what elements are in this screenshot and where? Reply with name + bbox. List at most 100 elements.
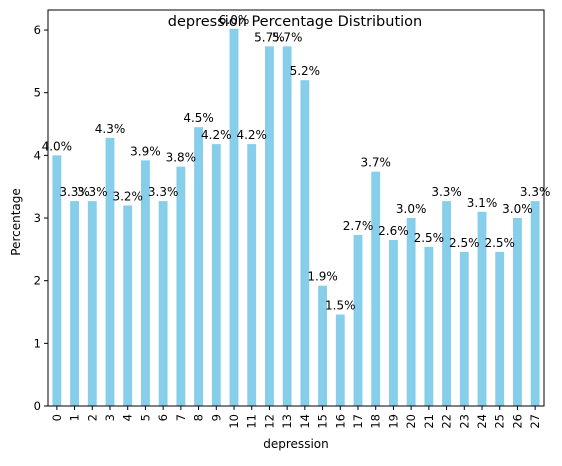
bar-5	[141, 160, 150, 406]
bars	[52, 28, 540, 407]
data-label-18: 3.7%	[360, 156, 391, 170]
bar-13	[282, 46, 292, 407]
plot-frame	[47, 9, 545, 407]
y-tick-label-1: 1	[34, 336, 41, 350]
bar-19	[389, 239, 398, 406]
data-label-7: 3.8%	[166, 151, 197, 165]
x-axis-label: depression	[263, 437, 328, 451]
bar-6	[158, 201, 168, 406]
y-tick-label-3: 3	[34, 211, 41, 225]
bar-8	[194, 127, 203, 406]
y-tick-label-5: 5	[34, 86, 41, 100]
data-label-22: 3.3%	[431, 185, 462, 199]
bar-1	[70, 201, 79, 406]
data-label-8: 4.5%	[183, 111, 214, 125]
y-tick-label-4: 4	[34, 148, 41, 162]
bar-23	[459, 251, 469, 406]
chart-title: depression Percentage Distribution	[168, 14, 422, 30]
y-tick-label-0: 0	[34, 399, 41, 413]
data-label-1: 3.3%	[59, 185, 90, 199]
bar-18	[371, 171, 381, 406]
y-axis-ticks: 0 1 2 3 4 5 6	[34, 23, 48, 413]
bar-17	[353, 234, 363, 406]
data-label-15: 1.9%	[307, 270, 338, 284]
bar-0	[52, 155, 62, 406]
data-label-10: 6.0%	[219, 13, 250, 27]
x-tick-label-18: 18	[369, 414, 383, 429]
data-label-19: 2.6%	[378, 224, 409, 238]
bar-22	[442, 201, 451, 406]
data-label-11: 4.2%	[236, 128, 267, 142]
data-label-14: 5.2%	[290, 64, 321, 78]
x-tick-label-11: 11	[245, 414, 259, 429]
data-label-24: 3.1%	[467, 196, 498, 210]
bar-25	[495, 251, 505, 406]
x-tick-label-9: 9	[209, 414, 223, 421]
data-labels: 4.0%3.3%3.3%4.3%3.2%3.9%3.3%3.8%4.5%4.2%…	[42, 13, 551, 313]
x-tick-label-25: 25	[493, 414, 507, 429]
data-label-23: 2.5%	[449, 236, 480, 250]
x-tick-label-12: 12	[262, 414, 276, 429]
data-label-3: 4.3%	[95, 122, 126, 136]
data-label-2: 3.3%	[77, 185, 108, 199]
bar-2	[87, 201, 97, 406]
bar-10	[229, 28, 239, 407]
data-label-20: 3.0%	[396, 202, 427, 216]
bar-3	[105, 137, 115, 406]
data-label-25: 2.5%	[484, 236, 515, 250]
data-label-12: 5.7%	[254, 30, 285, 44]
bar-16	[335, 314, 345, 406]
x-tick-label-21: 21	[422, 414, 436, 429]
bar-26	[513, 218, 522, 406]
data-label-9: 4.2%	[201, 128, 232, 142]
x-tick-label-4: 4	[121, 414, 135, 421]
bar-24	[477, 211, 487, 406]
bar-21	[424, 246, 434, 406]
x-tick-label-1: 1	[68, 414, 82, 421]
x-tick-label-19: 19	[386, 414, 400, 429]
data-label-27: 3.3%	[520, 185, 551, 199]
x-tick-label-8: 8	[192, 414, 206, 421]
x-tick-label-13: 13	[280, 414, 294, 429]
x-tick-label-26: 26	[510, 414, 524, 429]
bar-15	[318, 285, 327, 406]
data-label-4: 3.2%	[112, 189, 143, 203]
x-tick-label-17: 17	[351, 414, 365, 429]
data-label-26: 3.0%	[502, 202, 533, 216]
x-tick-label-2: 2	[85, 414, 99, 421]
x-tick-label-10: 10	[227, 414, 241, 429]
x-tick-label-5: 5	[138, 414, 152, 421]
data-label-16: 1.5%	[325, 299, 356, 313]
x-tick-label-6: 6	[156, 414, 170, 421]
bar-14	[300, 80, 310, 406]
x-tick-label-15: 15	[316, 414, 330, 429]
x-tick-label-14: 14	[298, 414, 312, 429]
bar-27	[530, 201, 540, 406]
y-tick-label-2: 2	[34, 274, 41, 288]
x-tick-label-0: 0	[50, 414, 64, 421]
x-tick-label-16: 16	[333, 414, 347, 429]
x-tick-label-22: 22	[440, 414, 454, 429]
bar-12	[265, 46, 274, 407]
bar-11	[247, 144, 257, 406]
data-label-5: 3.9%	[130, 144, 161, 158]
y-tick-label-6: 6	[34, 23, 41, 37]
x-tick-label-24: 24	[475, 414, 489, 429]
data-label-6: 3.3%	[148, 185, 179, 199]
bar-7	[176, 166, 186, 406]
x-tick-label-3: 3	[103, 414, 117, 421]
data-label-21: 2.5%	[414, 231, 445, 245]
x-tick-label-27: 27	[528, 414, 542, 429]
bar-9	[211, 144, 221, 406]
bar-4	[123, 205, 133, 406]
x-tick-label-7: 7	[174, 414, 188, 421]
x-tick-label-20: 20	[404, 414, 418, 429]
data-label-0: 4.0%	[42, 139, 73, 153]
bar-20	[406, 218, 416, 406]
y-axis-label: Percentage	[9, 188, 23, 256]
x-tick-label-23: 23	[457, 414, 471, 429]
data-label-13: 5.7%	[272, 30, 303, 44]
x-axis-ticks: 0 1 2 3 4 5 6 7 8 9 10 11 12 13 14 15 16 17 18 19 20 21 22 23 24…	[50, 406, 542, 429]
